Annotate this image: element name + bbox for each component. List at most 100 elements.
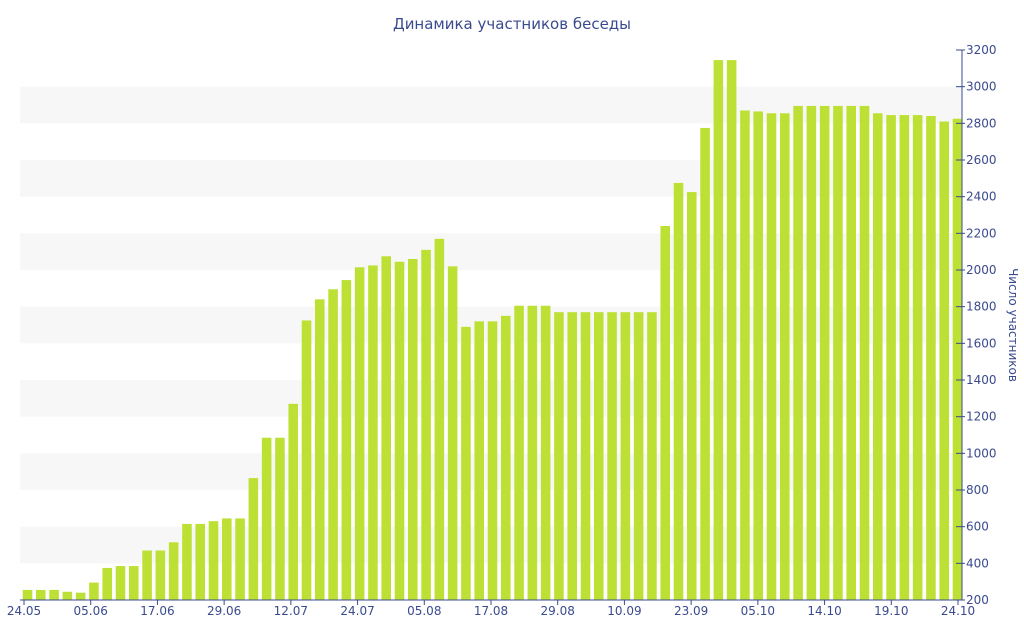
x-tick-label: 23.09 (674, 604, 708, 618)
bar (926, 116, 936, 600)
x-tick-label: 05.08 (407, 604, 441, 618)
bar (687, 192, 697, 600)
bar (129, 566, 139, 600)
x-tick-label: 19.10 (874, 604, 908, 618)
y-tick-label: 1600 (966, 336, 997, 350)
bar (408, 259, 418, 600)
bar (793, 105, 803, 601)
x-tick-label: 14.10 (807, 604, 841, 618)
bar (49, 589, 59, 600)
x-tick-label: 24.10 (941, 604, 975, 618)
bar (261, 437, 272, 600)
y-tick-label: 2200 (966, 226, 997, 240)
bar (195, 523, 205, 600)
bar (434, 238, 445, 600)
bar (301, 320, 312, 600)
y-tick-label: 3200 (966, 43, 997, 57)
bar (952, 118, 963, 600)
bar (886, 115, 896, 600)
bar (474, 321, 484, 600)
y-tick-label: 1000 (966, 446, 997, 460)
bar (554, 312, 564, 600)
bar (421, 249, 431, 600)
y-tick-label: 200 (966, 593, 989, 607)
x-tick-label: 05.10 (741, 604, 775, 618)
y-tick-label: 400 (966, 556, 989, 570)
x-tick-label: 17.08 (474, 604, 508, 618)
y-tick-label: 2600 (966, 153, 997, 167)
x-tick-label: 29.08 (541, 604, 575, 618)
bar (939, 121, 949, 600)
y-tick-label: 1800 (966, 300, 997, 314)
bar (540, 305, 551, 600)
x-tick-label: 29.06 (207, 604, 241, 618)
bar (354, 267, 365, 600)
y-tick-label: 600 (966, 520, 989, 534)
y-tick-label: 1200 (966, 410, 997, 424)
y-tick-label: 800 (966, 483, 989, 497)
bar (461, 326, 471, 600)
bar (567, 312, 577, 600)
bar (660, 226, 670, 600)
bar (447, 266, 458, 600)
bar (341, 280, 352, 600)
y-axis-label: Число участников (1006, 268, 1020, 382)
bar (873, 113, 883, 600)
bar (288, 403, 298, 600)
bar (753, 111, 763, 601)
bar (527, 305, 538, 600)
bars (22, 60, 963, 601)
bar (315, 299, 325, 600)
bar (275, 437, 285, 600)
bar (580, 312, 591, 600)
bar (328, 289, 338, 600)
bar (846, 105, 856, 601)
bar (248, 478, 259, 600)
y-tick-label: 1400 (966, 373, 997, 387)
x-tick-label: 24.05 (7, 604, 41, 618)
bar (75, 592, 86, 600)
bar (700, 127, 710, 601)
bar (394, 261, 405, 600)
bar (594, 312, 604, 600)
bar (607, 312, 617, 600)
x-tick-label: 17.06 (140, 604, 174, 618)
bar (208, 521, 219, 600)
bar (620, 312, 631, 600)
x-tick-label: 12.07 (274, 604, 308, 618)
x-tick-label: 24.07 (340, 604, 374, 618)
chart-title: Динамика участников беседы (393, 15, 631, 33)
y-tick-label: 2000 (966, 263, 997, 277)
bar (633, 312, 644, 600)
y-tick-label: 2800 (966, 116, 997, 130)
bar (222, 518, 232, 600)
bar (142, 550, 152, 600)
x-axis: 24.05 05.06 17.06 29.06 12.07 24.07 05.08 17.08… (7, 599, 975, 618)
y-tick-label: 2400 (966, 190, 997, 204)
bar (514, 305, 524, 600)
bar (899, 115, 910, 600)
bar (766, 113, 777, 600)
grid-band (20, 160, 962, 197)
bar (381, 256, 391, 600)
bar (22, 589, 33, 600)
bar (501, 315, 511, 600)
y-axis: 200 400 600 800 1000 1200 1400 1600 1800 2000 2200… (956, 43, 997, 607)
bar (833, 105, 843, 601)
bar (740, 110, 750, 600)
grid-band (20, 233, 962, 270)
bar (806, 105, 817, 601)
bar (62, 591, 73, 600)
bar (168, 542, 179, 600)
bar (487, 321, 498, 600)
bar (912, 115, 923, 600)
x-tick-label: 10.09 (607, 604, 641, 618)
bar (368, 265, 378, 600)
bar (713, 60, 724, 600)
bar (726, 60, 737, 600)
bar (673, 182, 684, 601)
bar (102, 567, 112, 600)
bar (780, 113, 790, 600)
